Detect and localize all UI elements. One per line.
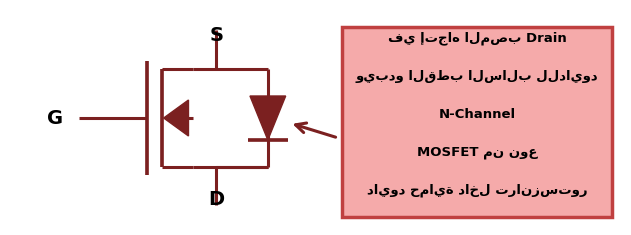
Text: G: G [47,109,64,128]
Polygon shape [250,96,286,140]
Text: دايود حماية داخل ترانزستور: دايود حماية داخل ترانزستور [367,184,587,197]
Text: ويبدو القطب السالب للدايود: ويبدو القطب السالب للدايود [356,70,598,83]
Text: MOSFET من نوع: MOSFET من نوع [417,146,538,159]
FancyBboxPatch shape [342,27,612,217]
Text: N-Channel: N-Channel [439,108,516,121]
Text: في إتجاه المصب Drain: في إتجاه المصب Drain [388,31,567,45]
Text: D: D [208,190,224,209]
Polygon shape [163,100,189,136]
Text: S: S [209,26,223,45]
